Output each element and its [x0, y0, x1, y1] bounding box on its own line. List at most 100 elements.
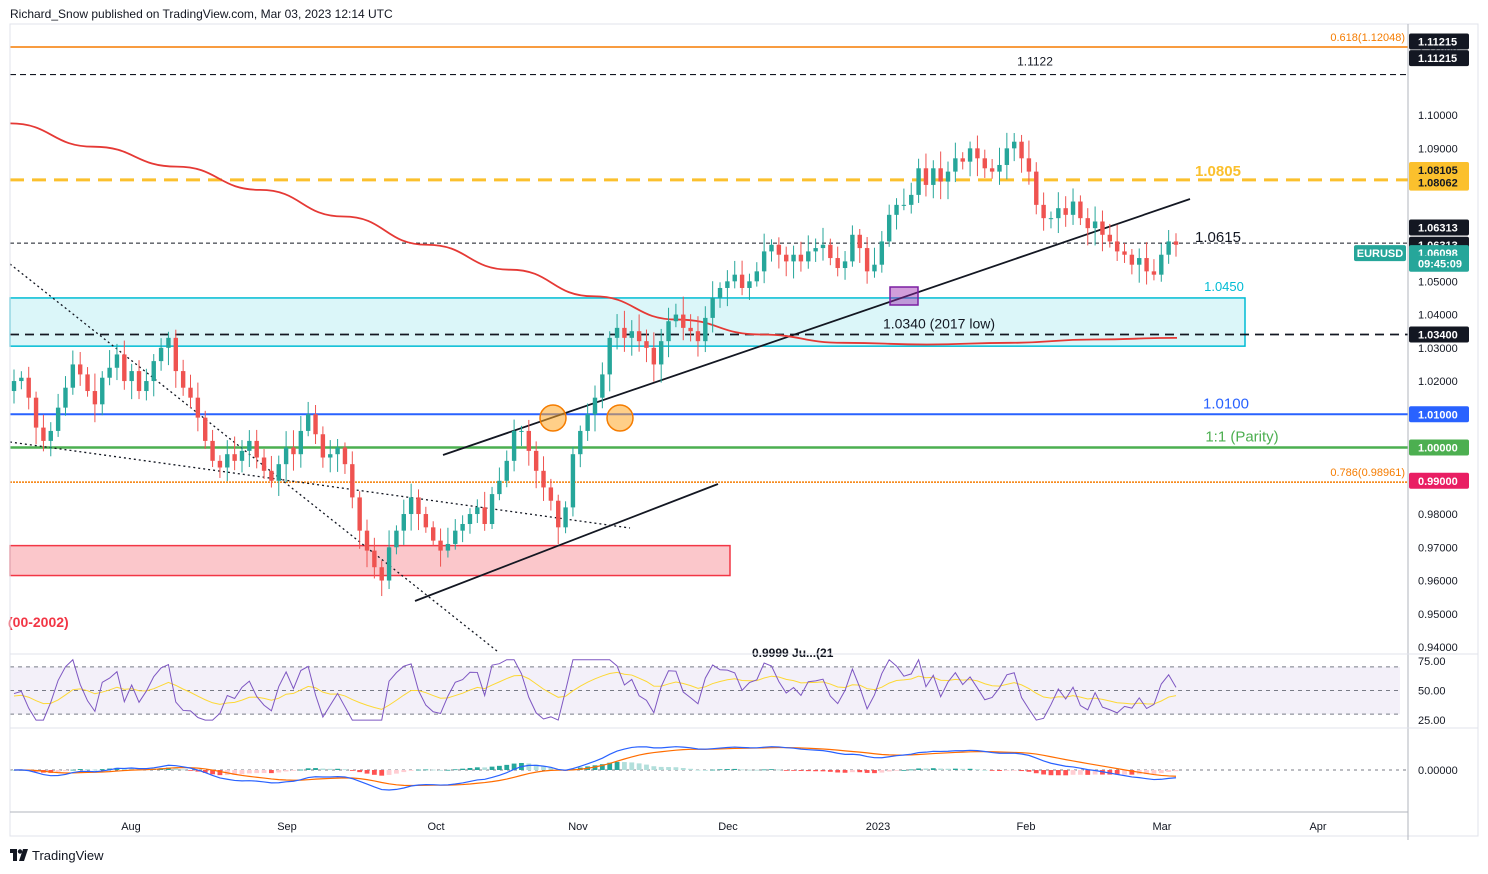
price-tick-label: 1.10000 [1418, 110, 1458, 122]
macd-histogram-bar [496, 765, 502, 770]
candle-body [886, 214, 892, 242]
price-axis-tag: 1.08105 [1409, 161, 1469, 178]
macd-histogram-bar [614, 761, 620, 770]
price-axis-tag-bg [1409, 161, 1469, 178]
candle-body [92, 391, 98, 405]
macd-histogram-bar [246, 770, 252, 774]
candle-body [938, 168, 943, 182]
candle-body [872, 264, 877, 272]
price-axis-tag: 1.08062 [1409, 174, 1469, 191]
price-axis-tag: 1.03400 [1409, 326, 1469, 343]
macd-histogram-bar [769, 769, 774, 770]
candle-body [725, 281, 730, 288]
candle-body [600, 374, 605, 398]
candle [1173, 233, 1179, 257]
tradingview-brand[interactable]: TradingView [10, 848, 104, 863]
candle-body [210, 440, 215, 461]
candle [254, 429, 259, 469]
candle [1166, 230, 1171, 264]
candle [497, 467, 502, 501]
macd-histogram-bar [526, 763, 532, 770]
candle-body [1085, 218, 1090, 229]
price-axis-tag-text: 1.08105 [1418, 165, 1458, 177]
candle [1070, 188, 1076, 225]
candle [1129, 249, 1135, 275]
price-tick-label: 1.02000 [1418, 376, 1458, 388]
candle-body [673, 314, 679, 322]
price-axis-tag-bg [1409, 219, 1469, 236]
candle [600, 362, 605, 409]
candle [776, 237, 782, 269]
macd-histogram-bar [666, 767, 671, 770]
macd-histogram-bar [1107, 770, 1113, 775]
candle-body [784, 254, 789, 262]
candle-body [195, 397, 201, 418]
candle-body [166, 337, 171, 348]
macd-histogram-bar [629, 762, 635, 770]
macd-histogram-bar [1151, 770, 1157, 774]
candle-body [217, 460, 223, 468]
dotted-channel-line [9, 441, 631, 529]
candle-body [460, 524, 465, 531]
candle-body [1034, 171, 1039, 205]
candle-body [401, 514, 406, 531]
candle-body [225, 454, 230, 468]
macd-histogram-bar [702, 769, 708, 771]
macd-histogram-bar [239, 770, 245, 775]
macd-histogram-bar [1158, 770, 1164, 774]
candle-body [629, 331, 634, 338]
candle-body [1004, 148, 1010, 165]
macd-histogram-bar [724, 769, 730, 770]
candle-body [960, 158, 965, 162]
candle [945, 161, 951, 200]
macd-histogram-bar [952, 768, 958, 770]
macd-histogram-bar [166, 767, 171, 770]
candle [320, 426, 326, 468]
candle-body [820, 244, 826, 249]
rsi-ma-line [13, 671, 1177, 710]
candle [1144, 242, 1149, 285]
macd-histogram-bar [202, 770, 208, 773]
candle [975, 135, 980, 177]
candle [1026, 140, 1032, 185]
candle [806, 235, 811, 269]
candle [100, 371, 105, 416]
candle [879, 231, 885, 273]
candle-body [526, 430, 532, 451]
candle [48, 422, 53, 457]
candle-body [563, 507, 568, 528]
highlight-circle [606, 404, 634, 432]
candle [533, 441, 539, 489]
macd-histogram-bar [349, 770, 355, 771]
level-labels: 0.618(1.12048) 1.1122 1.0805 1.0615 1.0450 1.… [8, 32, 1405, 660]
candle-body [26, 377, 31, 398]
candle [1004, 132, 1010, 180]
candle-body [747, 281, 752, 288]
macd-histogram-bar [269, 770, 274, 774]
price-axis-tag: 0.99000 [1409, 472, 1469, 489]
candle-body [70, 364, 76, 388]
macd-histogram-bar [967, 768, 973, 770]
symbol-tag: EURUSD [1354, 245, 1406, 262]
candle [526, 419, 532, 466]
price-axis-tag-text: 1.03400 [1418, 330, 1458, 342]
candle [151, 354, 156, 397]
highlight-box [889, 286, 919, 306]
candle [247, 430, 252, 468]
price-axis-tag-text: 1.11215 [1418, 53, 1457, 65]
candle-body [658, 341, 664, 365]
rsi-tick-label: 25.00 [1418, 715, 1446, 727]
macd-histogram-bar [232, 770, 238, 775]
macd-histogram-bar [916, 768, 921, 770]
macd-histogram-bar [1026, 770, 1032, 772]
candle [63, 376, 68, 416]
macd-histogram-bar [1063, 770, 1069, 776]
candle-body [482, 507, 487, 525]
candle-body [1173, 241, 1179, 245]
price-tick-label: 0.97000 [1418, 542, 1458, 554]
candle [931, 160, 936, 199]
candle-body [989, 168, 995, 172]
candle-body [261, 457, 267, 471]
candle [291, 430, 296, 471]
